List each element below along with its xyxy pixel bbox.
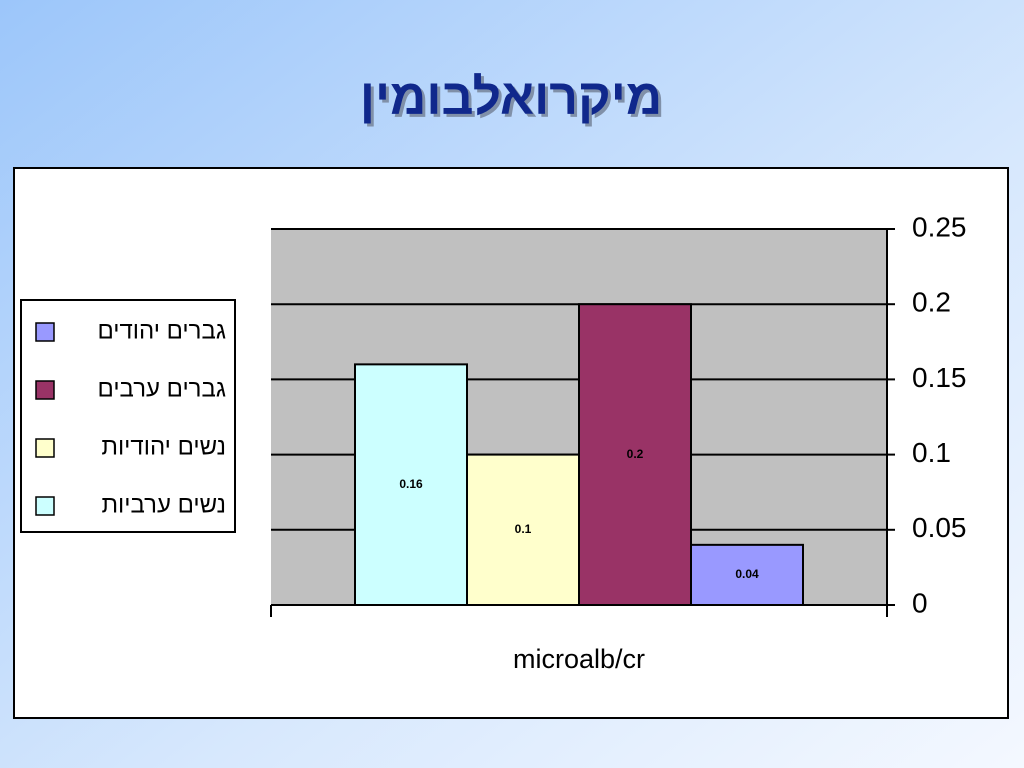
legend-swatch (35, 496, 55, 516)
bar (690, 543, 804, 607)
chart-title-shadow: מיקרואלבומין (363, 72, 665, 128)
y-tick-label: 0 (912, 587, 928, 618)
data-label: 0.2 (627, 447, 644, 461)
chart-title: מיקרואלבומין (360, 69, 662, 125)
legend-swatch (35, 322, 55, 342)
legend-label: נשים ערביות (101, 491, 226, 518)
data-label: 0.16 (399, 477, 423, 491)
y-tick-label: 0.05 (912, 512, 967, 543)
data-label: 0.1 (515, 522, 532, 536)
legend-swatch (35, 380, 55, 400)
bar (354, 363, 468, 606)
y-tick-label: 0.25 (912, 211, 967, 242)
bar (578, 303, 692, 606)
y-tick-label: 0.15 (912, 362, 967, 393)
x-tick-label: microalb/cr (513, 644, 645, 674)
legend-label: גברים ערבים (98, 375, 226, 402)
legend-label: נשים יהודיות (101, 433, 226, 460)
y-tick-label: 0.1 (912, 437, 951, 468)
legend (20, 299, 236, 533)
data-label: 0.04 (735, 567, 759, 581)
legend-swatch (35, 438, 55, 458)
y-tick-label: 0.2 (912, 287, 951, 318)
bar (466, 453, 580, 606)
legend-label: גברים יהודים (97, 317, 226, 344)
